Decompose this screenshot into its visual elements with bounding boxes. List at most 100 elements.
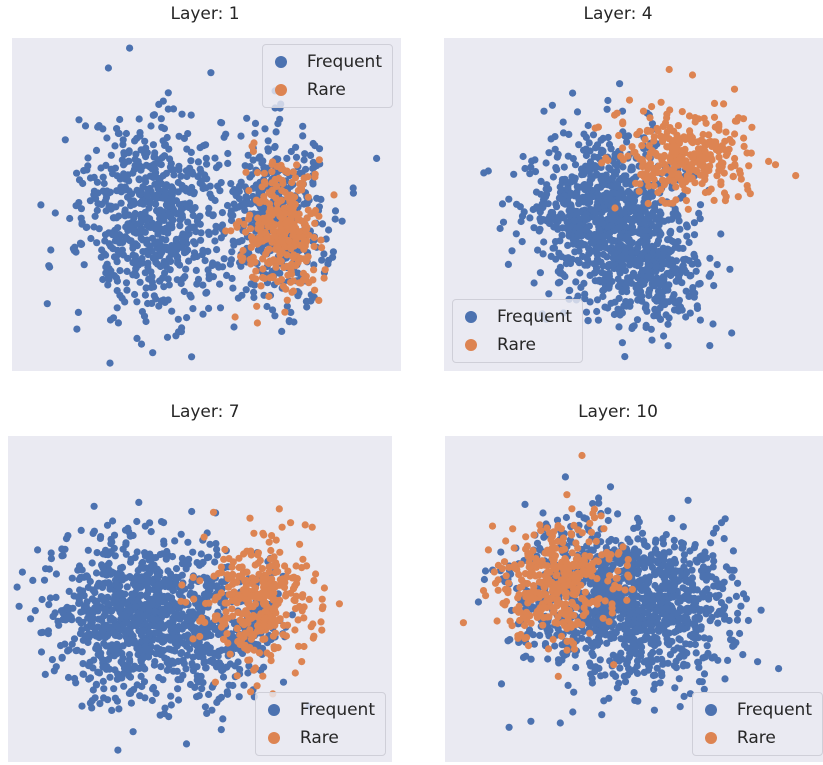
data-point [298, 658, 306, 666]
data-point [680, 556, 688, 564]
data-point [259, 255, 267, 263]
data-point [261, 125, 269, 133]
data-point [211, 196, 219, 205]
data-point [251, 119, 260, 127]
data-point [105, 567, 113, 575]
data-point [205, 553, 213, 561]
data-point [656, 208, 664, 216]
data-point [561, 175, 569, 183]
data-point [261, 197, 269, 205]
data-point [211, 678, 219, 686]
plot-area: Frequent Rare [8, 436, 392, 762]
data-point [247, 614, 255, 622]
data-point [312, 570, 320, 578]
data-point [634, 514, 642, 522]
data-point [260, 274, 268, 282]
data-point [126, 673, 135, 681]
data-point [199, 649, 207, 657]
data-point [217, 726, 225, 734]
data-point [636, 180, 644, 188]
data-point [103, 521, 112, 529]
data-point [315, 296, 323, 304]
data-point [242, 568, 250, 576]
data-point [718, 163, 726, 171]
data-point [585, 139, 593, 147]
data-point [283, 296, 291, 304]
data-point [244, 215, 253, 223]
data-point [624, 201, 632, 210]
data-point [635, 187, 643, 195]
data-point [349, 189, 357, 197]
data-point [118, 674, 126, 682]
data-point [289, 168, 297, 176]
data-point [584, 317, 592, 325]
data-point [129, 251, 137, 259]
data-point [558, 231, 566, 239]
panel-layer-10: Layer: 10 Frequent Rare [413, 398, 823, 765]
data-point [270, 595, 278, 603]
data-point [242, 286, 250, 294]
data-point [163, 333, 172, 341]
data-point [158, 611, 166, 619]
data-point [559, 118, 567, 126]
data-point [277, 220, 285, 228]
data-point [274, 245, 282, 253]
data-point [122, 618, 131, 626]
data-point [275, 505, 283, 513]
data-point [97, 652, 105, 661]
data-point [132, 271, 140, 280]
data-point [156, 206, 164, 214]
data-point [206, 182, 214, 190]
data-point [122, 550, 130, 558]
data-point [654, 225, 662, 233]
data-point [47, 246, 55, 254]
data-point [609, 237, 618, 245]
data-point [628, 143, 636, 151]
data-point [111, 142, 119, 150]
data-point [259, 237, 267, 245]
data-point [567, 201, 575, 209]
data-point [268, 238, 276, 246]
data-point [158, 580, 167, 589]
data-point [75, 575, 83, 584]
scatter-plot [480, 65, 800, 361]
data-point [546, 216, 554, 224]
data-point [99, 550, 107, 558]
data-point [564, 681, 572, 689]
data-point [99, 677, 107, 685]
data-point [164, 567, 172, 575]
data-point [79, 607, 87, 615]
data-point [61, 136, 69, 144]
data-point [721, 137, 729, 145]
data-point [598, 159, 606, 167]
data-point [222, 130, 230, 138]
data-point [576, 269, 584, 277]
data-point [119, 600, 127, 608]
data-point [150, 152, 158, 160]
data-point [71, 243, 79, 251]
data-point [691, 118, 699, 126]
data-point [227, 180, 235, 188]
legend: Frequent Rare [452, 299, 584, 363]
data-point [645, 182, 653, 190]
data-point [159, 594, 167, 603]
data-point [177, 172, 185, 180]
data-point [162, 262, 170, 270]
data-point [257, 229, 265, 237]
data-point [560, 214, 568, 222]
data-point [229, 237, 237, 245]
legend: Frequent Rare [261, 44, 393, 108]
data-point [265, 189, 273, 197]
data-point [657, 186, 665, 194]
data-point [131, 603, 139, 611]
data-point [156, 711, 164, 719]
data-point [650, 182, 658, 190]
data-point [104, 281, 112, 289]
data-point [137, 340, 146, 348]
data-point [557, 268, 565, 276]
data-point [664, 320, 672, 328]
data-point [189, 305, 197, 313]
data-point [726, 265, 734, 273]
data-point [196, 144, 204, 152]
data-point [224, 159, 232, 167]
